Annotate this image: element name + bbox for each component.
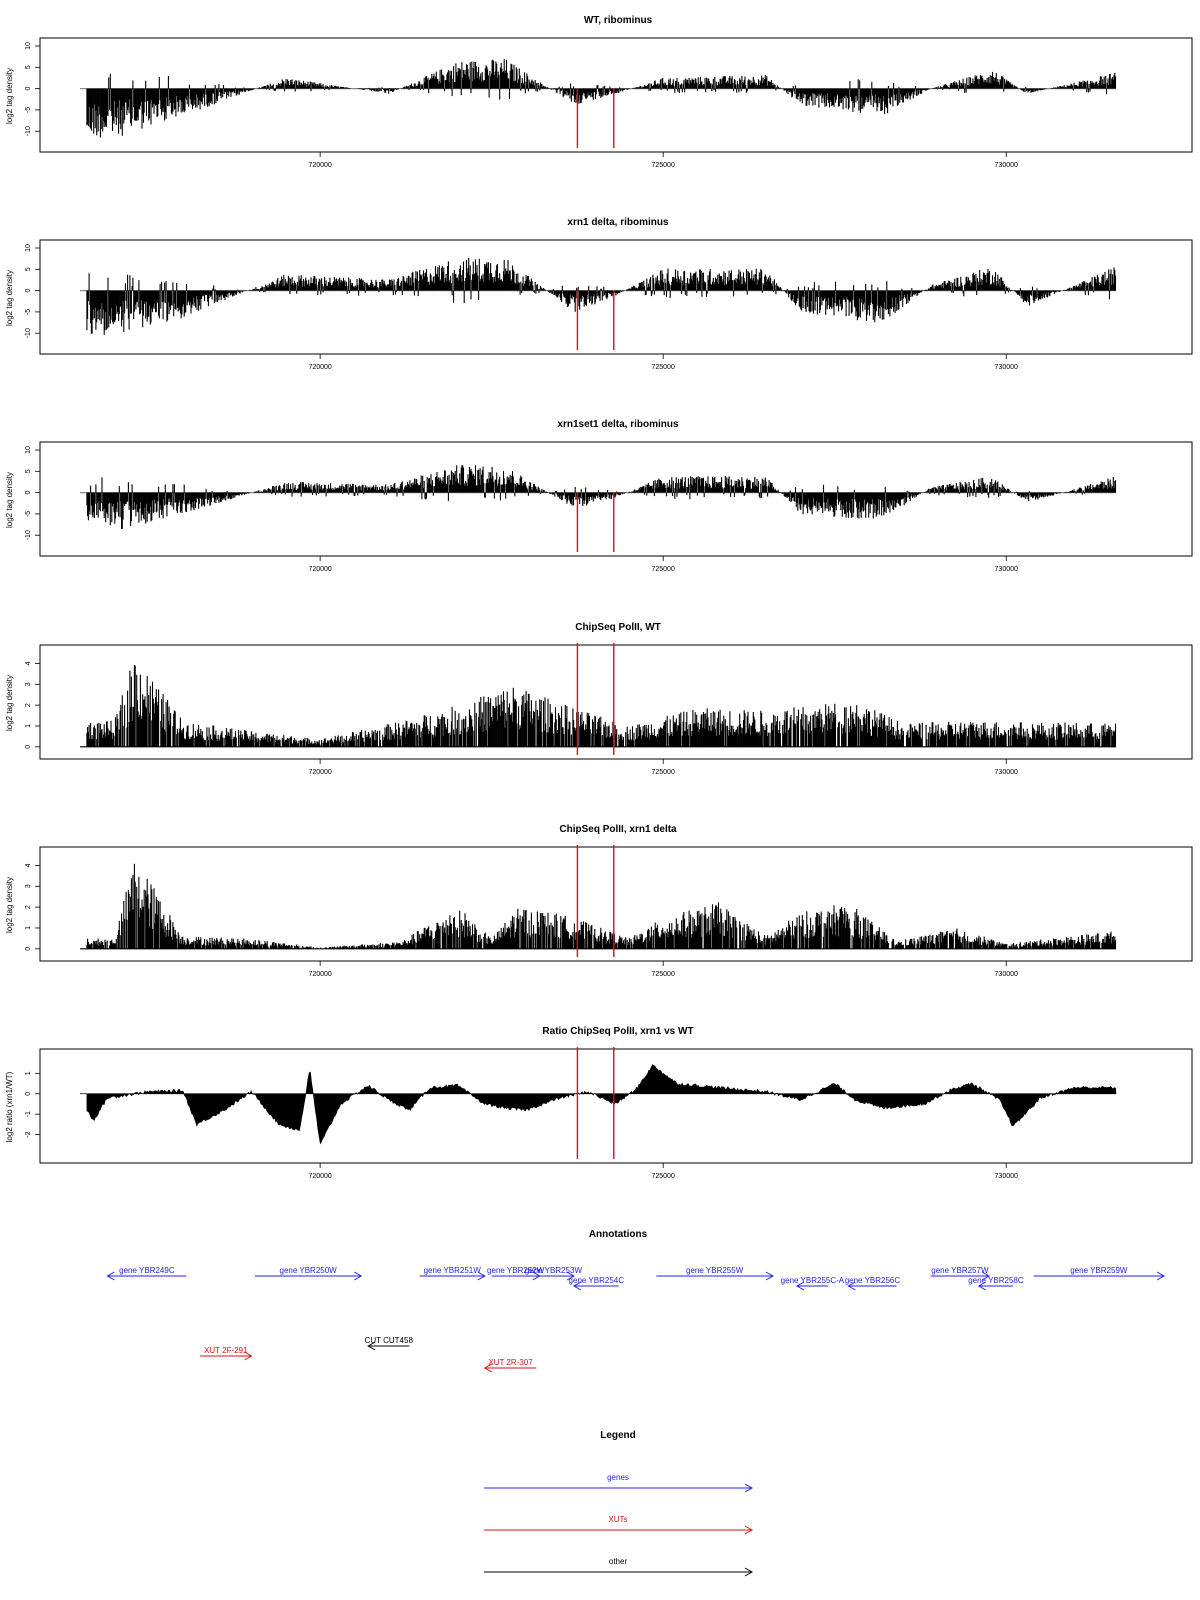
- plot-frame: [39, 644, 1193, 760]
- x-tick-label: 725000: [651, 364, 674, 371]
- y-tick-label: 3: [25, 682, 32, 686]
- y-tick-label: -5: [25, 511, 32, 517]
- y-tick-label: 10: [25, 446, 32, 454]
- plot-frame: [39, 441, 1193, 557]
- x-tick-label: 720000: [308, 364, 331, 371]
- y-tick-label: 0: [25, 289, 32, 293]
- x-tick-label: 730000: [995, 566, 1018, 573]
- panel-wt-ribominus: WT, ribominus log2 tag density -10 -5 0 5 10…: [5, 15, 1193, 169]
- y-tick-label: 0: [25, 491, 32, 495]
- panel-title: ChipSeq PolII, WT: [575, 622, 661, 633]
- y-tick-label: 4: [25, 661, 32, 665]
- x-tick-label: 720000: [308, 162, 331, 169]
- y-tick-label: 5: [25, 65, 32, 69]
- x-tick-label: 720000: [308, 769, 331, 776]
- y-axis-label: log2 tag density: [5, 68, 14, 124]
- y-tick-label: 5: [25, 469, 32, 473]
- panel-title: WT, ribominus: [584, 15, 653, 26]
- x-tick-label: 725000: [651, 566, 674, 573]
- panel-xrn1-delta-ribominus: xrn1 delta, ribominus log2 tag density -…: [5, 217, 1193, 371]
- panel-title: xrn1 delta, ribominus: [567, 217, 669, 228]
- panel-title: xrn1set1 delta, ribominus: [557, 419, 679, 430]
- panel-xrn1set1-delta-ribominus: xrn1set1 delta, ribominus log2 tag densi…: [5, 419, 1193, 573]
- plot-marks: -10 -5 0 5 10 720000 725000 730000: [25, 244, 1117, 371]
- plot-marks: -10 -5 0 5 10 720000 725000 730000: [25, 446, 1117, 573]
- y-tick-label: 0: [25, 87, 32, 91]
- y-axis-label: log2 tag density: [5, 472, 14, 528]
- y-tick-label: -5: [25, 309, 32, 315]
- y-tick-label: 1: [25, 724, 32, 728]
- x-tick-label: 720000: [308, 566, 331, 573]
- x-tick-label: 730000: [995, 769, 1018, 776]
- plot-frame: [39, 239, 1193, 355]
- x-tick-label: 725000: [651, 162, 674, 169]
- y-tick-label: 10: [25, 42, 32, 50]
- plot-marks: 0 1 2 3 4 720000 725000 730000: [25, 643, 1117, 776]
- y-tick-label: -10: [25, 328, 32, 338]
- x-tick-label: 730000: [995, 162, 1018, 169]
- panel-chipseq-polii-wt: ChipSeq PolII, WT log2 tag density 0 1 2 3 4…: [5, 622, 1193, 776]
- plot-frame: [39, 37, 1193, 153]
- plot-marks: -10 -5 0 5 10 720000 725000 730000: [25, 42, 1117, 169]
- y-tick-label: -10: [25, 126, 32, 136]
- y-tick-label: 2: [25, 703, 32, 707]
- y-tick-label: 0: [25, 745, 32, 749]
- x-tick-label: 725000: [651, 769, 674, 776]
- y-axis-label: log2 tag density: [5, 675, 14, 731]
- y-tick-label: -10: [25, 530, 32, 540]
- y-tick-label: -5: [25, 107, 32, 113]
- y-axis-label: log2 tag density: [5, 270, 14, 326]
- y-tick-label: 5: [25, 267, 32, 271]
- y-tick-label: 10: [25, 244, 32, 252]
- x-tick-label: 730000: [995, 364, 1018, 371]
